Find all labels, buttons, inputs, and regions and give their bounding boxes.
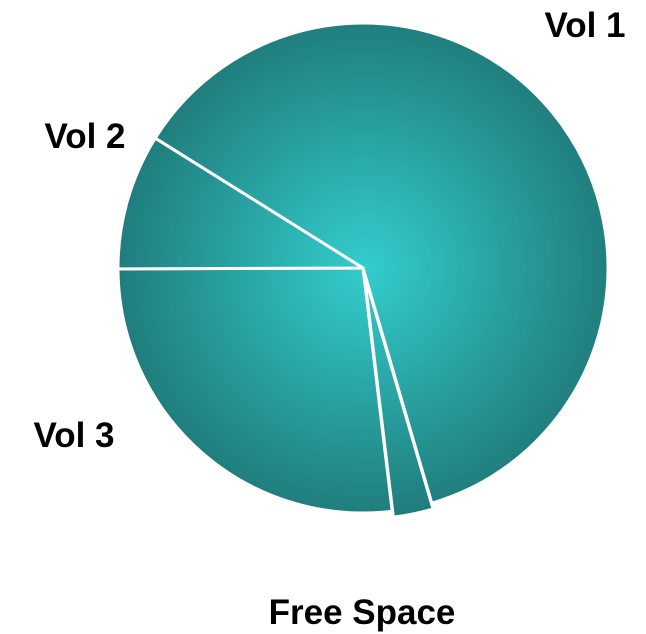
label-free-space: Free Space: [269, 593, 456, 632]
label-vol-3: Vol 3: [33, 416, 114, 455]
pie-labels: Vol 1 Free Space Vol 3 Vol 2: [33, 6, 625, 632]
label-vol-1: Vol 1: [544, 6, 625, 45]
pie-slice-vol-2: [116, 136, 365, 271]
pie-slices: [116, 21, 610, 519]
pie-slice-vol-3: [116, 266, 394, 515]
pie-slice-vol-1: [153, 21, 610, 505]
pie-slice-free-space: [362, 272, 435, 519]
label-vol-2: Vol 2: [44, 117, 125, 156]
